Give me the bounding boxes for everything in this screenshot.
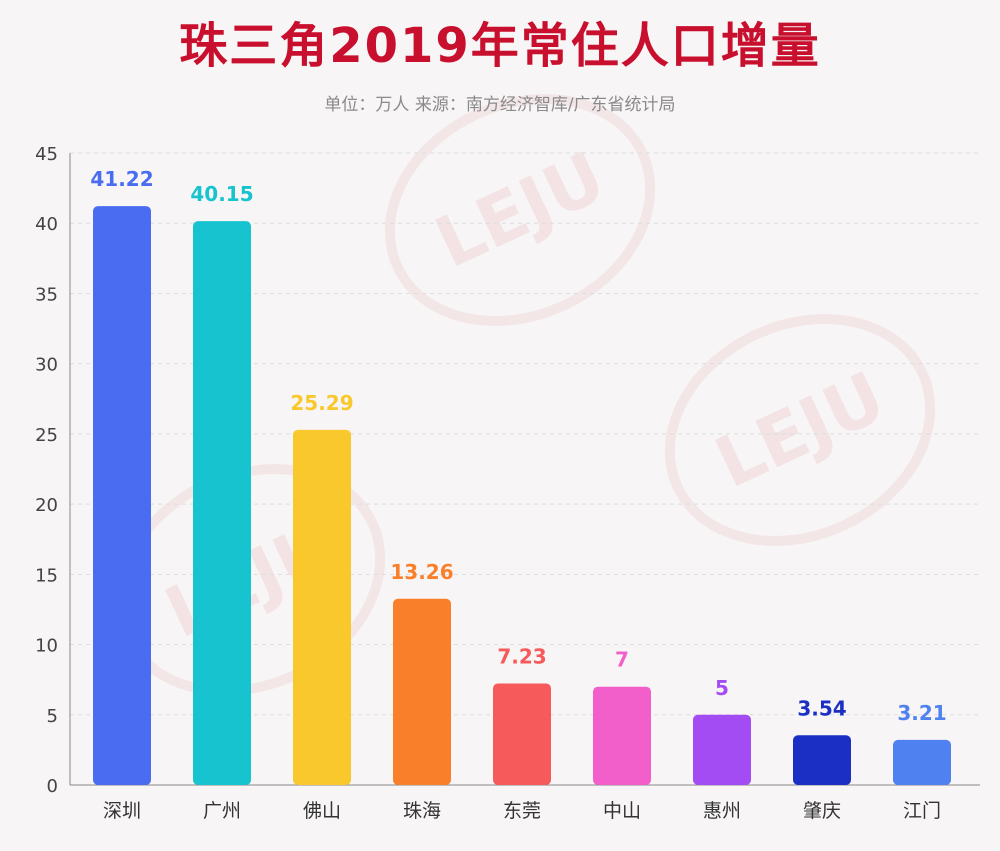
data-label: 5 xyxy=(715,676,729,700)
bar-8 xyxy=(893,739,951,785)
data-label: 7 xyxy=(615,648,629,672)
data-label: 13.26 xyxy=(390,560,453,584)
y-tick-label: 35 xyxy=(35,284,58,305)
y-tick-label: 10 xyxy=(35,636,58,657)
y-tick-label: 30 xyxy=(35,355,58,376)
x-tick-label: 中山 xyxy=(603,800,641,822)
y-tick-label: 0 xyxy=(47,776,58,797)
bar-6 xyxy=(693,714,751,785)
bar-0 xyxy=(93,206,151,785)
bar-3 xyxy=(393,598,451,785)
data-label: 3.21 xyxy=(897,701,946,725)
data-label: 41.22 xyxy=(90,167,153,191)
y-tick-label: 15 xyxy=(35,565,58,586)
bar-1 xyxy=(193,221,251,786)
x-tick-label: 广州 xyxy=(203,800,241,822)
bar-4 xyxy=(493,683,551,785)
data-label: 25.29 xyxy=(290,391,353,415)
x-tick-label: 深圳 xyxy=(103,800,141,822)
x-tick-label: 珠海 xyxy=(403,800,441,822)
chart-title: 珠三角2019年常住人口增量 xyxy=(179,18,821,74)
y-tick-label: 5 xyxy=(47,706,58,727)
x-tick-label: 佛山 xyxy=(303,800,341,822)
y-tick-label: 40 xyxy=(35,214,58,235)
y-tick-label: 20 xyxy=(35,495,58,516)
y-tick-label: 45 xyxy=(35,144,58,165)
data-label: 40.15 xyxy=(190,182,253,206)
chart-subtitle: 单位：万人 来源：南方经济智库/广东省统计局 xyxy=(324,95,676,115)
x-tick-label: 肇庆 xyxy=(803,800,841,822)
data-label: 7.23 xyxy=(497,644,546,668)
x-tick-label: 惠州 xyxy=(703,800,741,822)
y-tick-label: 25 xyxy=(35,425,58,446)
x-tick-label: 江门 xyxy=(903,800,941,822)
x-tick-label: 东莞 xyxy=(503,800,541,822)
bar-5 xyxy=(593,686,651,785)
data-label: 3.54 xyxy=(797,696,846,720)
bar-7 xyxy=(793,735,851,785)
bar-2 xyxy=(293,429,351,785)
